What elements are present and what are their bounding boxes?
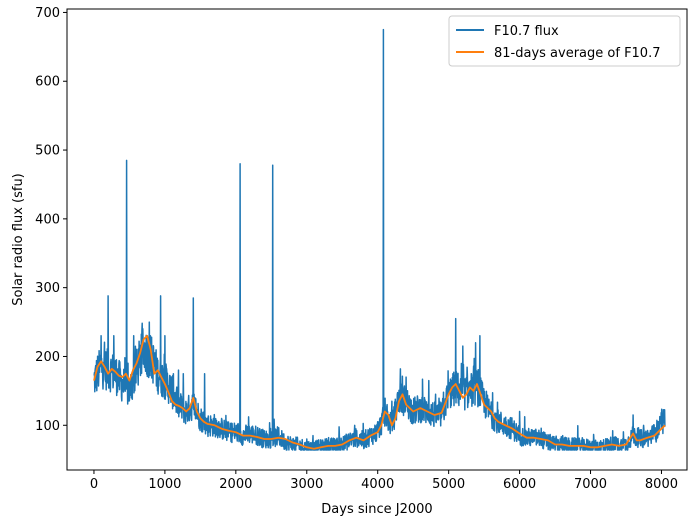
y-tick-label: 100 xyxy=(35,419,60,434)
x-tick-label: 5000 xyxy=(432,477,465,492)
x-tick-label: 1000 xyxy=(148,477,181,492)
x-tick-label: 4000 xyxy=(361,477,394,492)
x-axis-label: Days since J2000 xyxy=(321,502,432,517)
axes-frame xyxy=(66,8,688,471)
y-tick-label: 300 xyxy=(35,281,60,296)
legend-label-f107-flux: F10.7 flux xyxy=(494,24,559,39)
x-tick-label: 8000 xyxy=(645,477,678,492)
y-axis-label: Solar radio flux (sfu) xyxy=(11,173,26,306)
y-tick-label: 700 xyxy=(35,6,60,21)
x-tick-label: 7000 xyxy=(574,477,607,492)
series-f107-flux xyxy=(93,28,666,451)
x-axis: 0 1000 2000 3000 4000 5000 6000 7000 8000 xyxy=(90,470,678,492)
y-axis: 100 200 300 400 500 600 700 xyxy=(35,6,67,434)
y-tick-label: 400 xyxy=(35,212,60,227)
legend-label-81-day-average: 81-days average of F10.7 xyxy=(494,46,661,61)
x-tick-label: 6000 xyxy=(503,477,536,492)
plot-area xyxy=(93,28,666,451)
x-tick-label: 2000 xyxy=(219,477,252,492)
series-81-day-average xyxy=(93,334,666,450)
x-tick-label: 0 xyxy=(90,477,98,492)
legend-box xyxy=(448,15,681,67)
legend: F10.7 flux 81-days average of F10.7 xyxy=(448,15,681,67)
x-tick-label: 3000 xyxy=(290,477,323,492)
y-tick-label: 200 xyxy=(35,350,60,365)
y-tick-label: 500 xyxy=(35,144,60,159)
y-tick-label: 600 xyxy=(35,75,60,90)
